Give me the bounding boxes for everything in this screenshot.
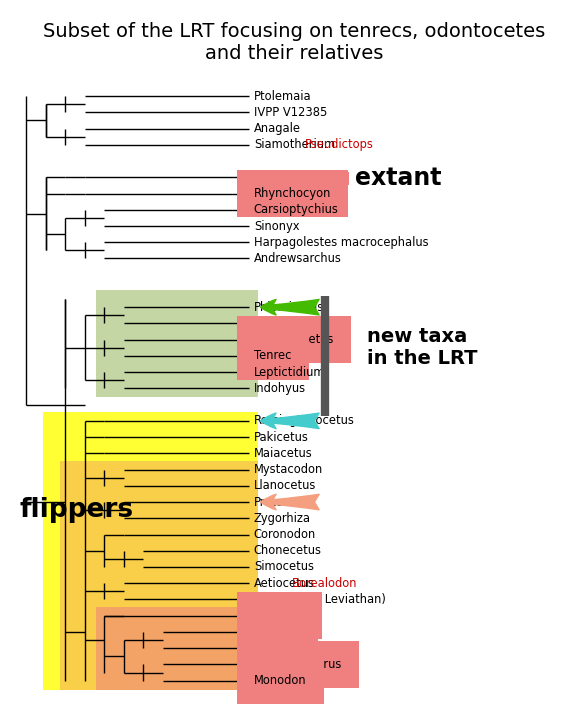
Text: Zygorhiza: Zygorhiza [254, 512, 311, 525]
Text: Orcinus: Orcinus [254, 626, 298, 639]
Text: Andrewsiphius: Andrewsiphius [254, 317, 338, 330]
Text: Llanocetus: Llanocetus [254, 480, 316, 492]
Text: Phiomicetus: Phiomicetus [254, 301, 324, 314]
Text: Mystacodon: Mystacodon [254, 463, 323, 476]
Text: Subset of the LRT focusing on tenrecs, odontocetes
and their relatives: Subset of the LRT focusing on tenrecs, o… [43, 22, 545, 63]
Text: Borealodon: Borealodon [292, 577, 358, 590]
Text: Protocetus: Protocetus [254, 495, 315, 508]
Text: Physeter: Physeter [254, 609, 305, 622]
Text: extant: extant [355, 166, 442, 190]
Text: new taxa
in the LRT: new taxa in the LRT [366, 328, 477, 369]
Text: Remingtonocetus: Remingtonocetus [254, 414, 355, 428]
Text: Tenrec: Tenrec [254, 349, 291, 362]
FancyBboxPatch shape [96, 607, 258, 690]
Text: Ptolemaia: Ptolemaia [254, 89, 312, 103]
Text: Aetiocetus: Aetiocetus [254, 577, 315, 590]
Text: IVPP V12385: IVPP V12385 [254, 106, 327, 119]
Text: Tursiops: Tursiops [254, 642, 300, 654]
Text: Maiacetus: Maiacetus [254, 447, 313, 460]
Text: Anagale: Anagale [254, 122, 301, 135]
Text: Chonecetus: Chonecetus [254, 544, 322, 557]
Text: Harpagolestes macrocephalus: Harpagolestes macrocephalus [254, 235, 429, 248]
Text: Delphinapterus: Delphinapterus [254, 658, 342, 671]
Text: Rhynchocyon: Rhynchocyon [254, 187, 331, 200]
Text: Siamotherium: Siamotherium [254, 138, 335, 151]
FancyBboxPatch shape [43, 412, 258, 690]
Text: Coronodon: Coronodon [254, 528, 316, 541]
Text: Carsioptychius: Carsioptychius [254, 203, 339, 216]
Text: Hemicentetes: Hemicentetes [254, 333, 334, 346]
Text: Leptictis: Leptictis [254, 171, 302, 184]
FancyBboxPatch shape [328, 171, 349, 184]
FancyBboxPatch shape [59, 461, 258, 690]
Text: Sinonyx: Sinonyx [254, 220, 299, 233]
Text: Livyatan (= Leviathan): Livyatan (= Leviathan) [254, 593, 386, 606]
FancyBboxPatch shape [96, 290, 258, 397]
Text: Pakicetus: Pakicetus [254, 431, 309, 444]
Text: Simocetus: Simocetus [254, 560, 314, 574]
Text: Monodon: Monodon [254, 674, 306, 687]
Text: Leptictidium: Leptictidium [254, 366, 325, 379]
Text: Andrewsarchus: Andrewsarchus [254, 252, 342, 265]
Text: flippers: flippers [19, 497, 133, 523]
Text: Indohyus: Indohyus [254, 382, 306, 395]
Text: Pseudictops: Pseudictops [305, 138, 374, 151]
